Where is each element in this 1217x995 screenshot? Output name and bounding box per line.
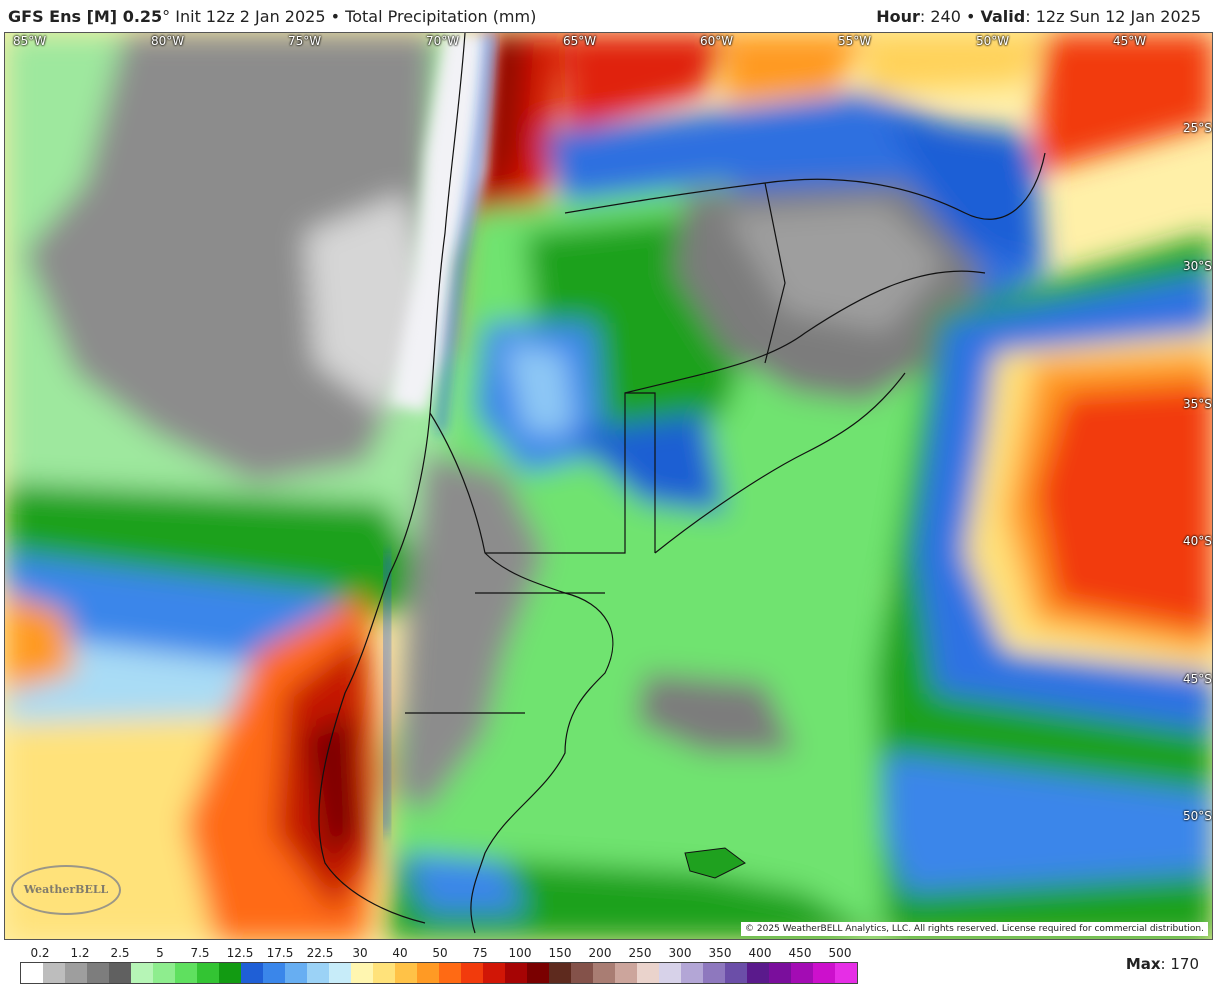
- lon-label-45w: 45°W: [1113, 34, 1147, 48]
- lon-label-60w: 60°W: [700, 34, 734, 48]
- separator-bullet: •: [330, 7, 341, 26]
- lon-label-55w: 55°W: [838, 34, 872, 48]
- colorbar-swatch: [65, 963, 87, 983]
- colorbar-label: 30: [352, 946, 368, 960]
- colorbar-label: 350: [708, 946, 732, 960]
- colorbar-swatch: [659, 963, 681, 983]
- colorbar-swatch: [527, 963, 549, 983]
- weatherbell-logo: WeatherBELL: [11, 865, 121, 915]
- colorbar: [20, 962, 858, 984]
- lon-label-70w: 70°W: [426, 34, 460, 48]
- valid-info: Hour: 240 • Valid: 12z Sun 12 Jan 2025: [876, 7, 1201, 26]
- colorbar-label: 40: [392, 946, 408, 960]
- separator-bullet-2: •: [965, 7, 976, 26]
- lat-label-40s: 40°S: [1183, 534, 1212, 548]
- colorbar-swatch: [109, 963, 131, 983]
- colorbar-swatch: [637, 963, 659, 983]
- colorbar-swatch: [703, 963, 725, 983]
- colorbar-label: 250: [628, 946, 652, 960]
- colorbar-swatch: [175, 963, 197, 983]
- colorbar-swatch: [241, 963, 263, 983]
- map-header: GFS Ens [M] 0.25° Init 12z 2 Jan 2025 • …: [0, 0, 1217, 32]
- colorbar-swatch: [197, 963, 219, 983]
- colorbar-swatch: [87, 963, 109, 983]
- lon-label-80w: 80°W: [151, 34, 185, 48]
- copyright-credit: © 2025 WeatherBELL Analytics, LLC. All r…: [741, 922, 1208, 936]
- model-name: GFS Ens [M] 0.25: [8, 7, 163, 26]
- colorbar-label: 450: [788, 946, 812, 960]
- colorbar-swatch: [461, 963, 483, 983]
- colorbar-swatch: [747, 963, 769, 983]
- hour-value: : 240: [919, 7, 961, 26]
- colorbar-label: 100: [508, 946, 532, 960]
- precipitation-field: [5, 33, 1212, 939]
- colorbar-swatch: [417, 963, 439, 983]
- colorbar-label: 50: [432, 946, 448, 960]
- colorbar-label: 17.5: [266, 946, 294, 960]
- colorbar-swatch: [285, 963, 307, 983]
- colorbar-swatch: [769, 963, 791, 983]
- lon-label-65w: 65°W: [563, 34, 597, 48]
- colorbar-label: 75: [472, 946, 488, 960]
- colorbar-swatch: [131, 963, 153, 983]
- colorbar-swatch: [571, 963, 593, 983]
- init-time: Init 12z 2 Jan 2025: [175, 7, 326, 26]
- colorbar-swatch: [395, 963, 417, 983]
- colorbar-swatch: [615, 963, 637, 983]
- valid-label: Valid: [980, 7, 1026, 26]
- colorbar-label: 7.5: [190, 946, 210, 960]
- lat-label-25s: 25°S: [1183, 121, 1212, 135]
- colorbar-swatch: [43, 963, 65, 983]
- map-title: GFS Ens [M] 0.25° Init 12z 2 Jan 2025 • …: [8, 7, 536, 26]
- colorbar-swatch: [483, 963, 505, 983]
- valid-value: : 12z Sun 12 Jan 2025: [1025, 7, 1201, 26]
- colorbar-label: 12.5: [226, 946, 254, 960]
- colorbar-label: 300: [668, 946, 692, 960]
- max-label: Max: [1125, 955, 1161, 973]
- colorbar-swatch: [21, 963, 43, 983]
- precipitation-map: 85°W 80°W 75°W 70°W 65°W 60°W 55°W 50°W …: [4, 32, 1213, 940]
- lat-label-45s: 45°S: [1183, 672, 1212, 686]
- max-value: Max: 170: [1126, 955, 1199, 973]
- colorbar-swatch: [593, 963, 615, 983]
- lat-label-50s: 50°S: [1183, 809, 1212, 823]
- hour-label: Hour: [876, 7, 920, 26]
- variable-name: Total Precipitation (mm): [345, 7, 537, 26]
- colorbar-label: 200: [588, 946, 612, 960]
- colorbar-label: 150: [548, 946, 572, 960]
- colorbar-label: 2.5: [110, 946, 130, 960]
- colorbar-label: 1.2: [70, 946, 90, 960]
- colorbar-swatch: [329, 963, 351, 983]
- colorbar-swatch: [791, 963, 813, 983]
- colorbar-label: 5: [156, 946, 164, 960]
- colorbar-swatch: [835, 963, 857, 983]
- colorbar-swatch: [263, 963, 285, 983]
- degree-sign: °: [162, 7, 171, 26]
- colorbar-labels: 0.2 1.2 2.5 5 7.5 12.5 17.5 22.5 30 40 5…: [20, 946, 880, 962]
- colorbar-label: 500: [828, 946, 852, 960]
- colorbar-label: 400: [748, 946, 772, 960]
- colorbar-swatch: [505, 963, 527, 983]
- lat-label-30s: 30°S: [1183, 259, 1212, 273]
- colorbar-label: 0.2: [30, 946, 50, 960]
- lon-label-85w: 85°W: [13, 34, 47, 48]
- colorbar-swatch: [549, 963, 571, 983]
- logo-text: WeatherBELL: [23, 883, 109, 896]
- colorbar-swatch: [813, 963, 835, 983]
- colorbar-swatch: [373, 963, 395, 983]
- lat-label-35s: 35°S: [1183, 397, 1212, 411]
- lon-label-50w: 50°W: [976, 34, 1010, 48]
- colorbar-swatch: [219, 963, 241, 983]
- colorbar-label: 22.5: [306, 946, 334, 960]
- colorbar-swatch: [351, 963, 373, 983]
- colorbar-swatch: [153, 963, 175, 983]
- colorbar-swatch: [681, 963, 703, 983]
- lon-label-75w: 75°W: [288, 34, 322, 48]
- colorbar-swatch: [439, 963, 461, 983]
- max-number: : 170: [1160, 955, 1199, 973]
- colorbar-swatch: [725, 963, 747, 983]
- colorbar-swatch: [307, 963, 329, 983]
